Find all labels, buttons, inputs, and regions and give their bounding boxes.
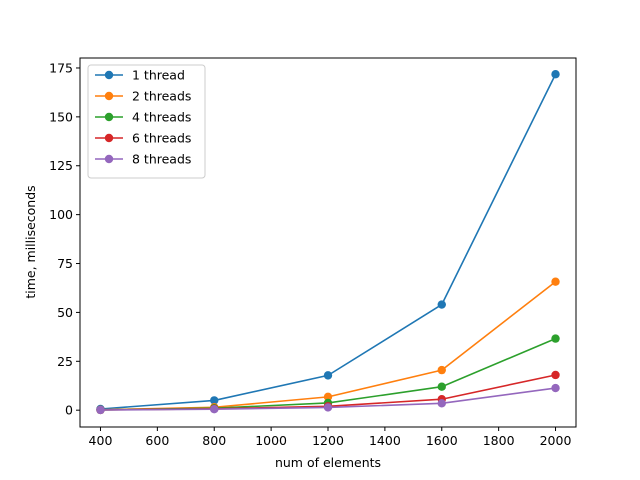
data-point — [551, 370, 560, 380]
legend-label: 8 threads — [132, 152, 191, 167]
data-point — [551, 334, 560, 343]
x-tick-label: 1400 — [369, 433, 401, 448]
data-point — [323, 371, 333, 380]
data-point — [551, 383, 560, 393]
series-1 — [96, 70, 560, 414]
legend-marker — [104, 154, 114, 164]
y-tick-label: 100 — [49, 207, 73, 222]
legend-marker — [104, 70, 114, 80]
series-layer — [96, 70, 560, 415]
x-tick-label: 1800 — [483, 433, 515, 448]
data-point — [323, 392, 333, 402]
y-tick-label: 50 — [57, 305, 73, 320]
legend: 1 thread 2 threads 4 threads 6 threads 8 thr… — [87, 64, 206, 179]
x-tick-label: 400 — [89, 433, 113, 448]
legend-label: 6 threads — [132, 131, 191, 146]
series-5 — [96, 383, 560, 415]
y-axis-label: time, milliseconds — [23, 185, 38, 298]
legend-marker — [104, 112, 114, 122]
data-point — [437, 300, 446, 309]
data-point — [210, 396, 219, 405]
legend-item: 1 thread — [95, 68, 185, 83]
x-tick-label: 800 — [202, 433, 226, 448]
y-tick-label: 150 — [49, 109, 73, 124]
legend-item: 8 threads — [95, 152, 191, 167]
legend-box — [87, 64, 206, 179]
x-tick-label: 1200 — [312, 433, 344, 448]
x-tick-label: 1000 — [255, 433, 287, 448]
legend-marker — [104, 91, 114, 101]
data-point — [551, 70, 560, 79]
legend-marker — [104, 133, 114, 143]
data-point — [323, 403, 333, 412]
data-point — [437, 399, 446, 408]
data-point — [551, 277, 560, 286]
x-tick-label: 1600 — [426, 433, 458, 448]
legend-label: 1 thread — [132, 68, 185, 83]
y-tick-label: 75 — [57, 256, 73, 271]
y-tick-label: 0 — [65, 403, 73, 418]
legend-item: 6 threads — [95, 131, 191, 146]
legend-label: 4 threads — [132, 110, 191, 125]
data-point — [437, 365, 446, 375]
x-axis: 400 600 800 1000 1200 1400 1600 1800 2000 — [89, 427, 572, 448]
y-tick-label: 175 — [49, 60, 73, 75]
x-tick-label: 2000 — [540, 433, 572, 448]
x-axis-label: num of elements — [275, 455, 381, 470]
legend-label: 2 threads — [132, 89, 191, 104]
y-tick-label: 125 — [49, 158, 73, 173]
y-tick-label: 25 — [57, 354, 73, 369]
legend-item: 4 threads — [95, 110, 191, 125]
x-tick-label: 600 — [145, 433, 169, 448]
data-point — [210, 405, 219, 414]
legend-item: 2 threads — [95, 89, 191, 104]
y-axis: 0 25 50 75 100 125 150 175 — [49, 60, 80, 418]
data-point — [437, 382, 446, 391]
data-point — [96, 405, 105, 415]
